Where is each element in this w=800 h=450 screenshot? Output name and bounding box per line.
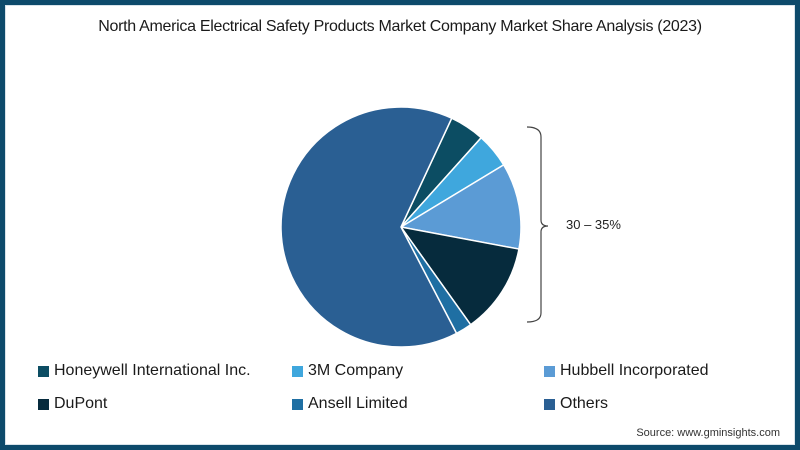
legend-item-others: Others: [544, 395, 608, 413]
legend-swatch-icon: [292, 365, 303, 377]
pie-slice-others: [280, 106, 458, 348]
legend-item-ansell: Ansell Limited: [292, 395, 408, 413]
legend-label: Honeywell International Inc.: [54, 362, 251, 379]
legend-item-honeywell: Honeywell International Inc.: [38, 362, 251, 380]
pie-slice-hubbell-incorporated: [398, 163, 522, 250]
pie-slices: [280, 106, 522, 348]
legend-item-hubbell: Hubbell Incorporated: [544, 362, 709, 380]
legend-label: Others: [560, 395, 609, 412]
legend-item-3m: 3M Company: [292, 362, 403, 380]
legend-label: Ansell Limited: [308, 395, 408, 412]
bracket: [526, 126, 549, 323]
chart-title: North America Electrical Safety Products…: [98, 18, 702, 35]
legend-swatch-icon: [292, 398, 303, 410]
pie-slice-dupont: [399, 225, 520, 326]
legend-swatch-icon: [544, 365, 555, 377]
legend-label: Hubbell Incorporated: [560, 362, 709, 379]
legend-swatch-icon: [544, 398, 555, 410]
legend-swatch-icon: [38, 398, 49, 410]
legend-label: DuPont: [54, 395, 108, 412]
legend-item-dupont: DuPont: [38, 395, 107, 413]
legend-swatch-icon: [38, 365, 49, 377]
legend-label: 3M Company: [308, 362, 404, 379]
source-note: Source: www.gminsights.com: [636, 427, 780, 439]
bracket-annotation: 30 – 35%: [566, 217, 621, 232]
